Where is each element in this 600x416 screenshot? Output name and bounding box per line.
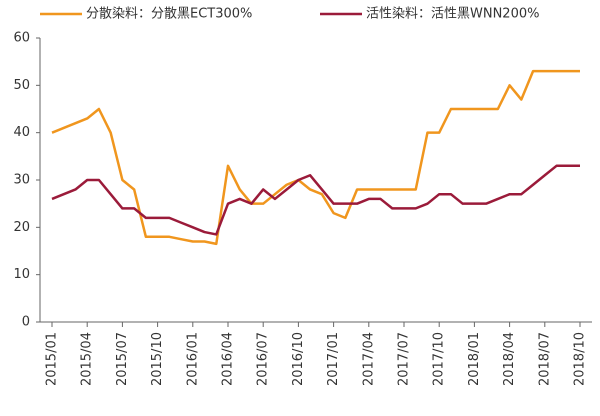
series-line	[51, 164, 580, 236]
x-tick-label: 2018/10	[573, 332, 588, 386]
x-tick-label: 2015/07	[115, 332, 130, 386]
series-line	[51, 69, 580, 246]
y-tick-label: 50	[13, 78, 30, 93]
x-tick-label: 2016/01	[185, 332, 200, 386]
x-tick-label: 2017/01	[326, 332, 341, 386]
x-tick-label: 2015/04	[80, 332, 95, 386]
x-tick-label: 2017/07	[397, 332, 412, 386]
x-tick-label: 2018/04	[502, 332, 517, 386]
y-tick-label: 60	[13, 31, 30, 46]
y-tick-label: 0	[22, 315, 30, 330]
x-tick-label: 2018/01	[467, 332, 482, 386]
y-tick-label: 20	[13, 220, 30, 235]
x-tick-label: 2015/01	[45, 332, 60, 386]
legend-label: 分散染料：分散黑ECT300%	[86, 7, 252, 22]
x-tick-label: 2017/04	[361, 332, 376, 386]
y-tick-label: 30	[13, 173, 30, 188]
y-tick-label: 10	[13, 267, 30, 282]
x-tick-label: 2016/10	[291, 332, 306, 386]
x-tick-label: 2016/07	[256, 332, 271, 386]
x-tick-label: 2016/04	[221, 332, 236, 386]
x-tick-label: 2017/10	[432, 332, 447, 386]
legend-label: 活性染料：活性黑WNN200%	[366, 7, 539, 22]
x-tick-label: 2015/10	[150, 332, 165, 386]
y-tick-label: 40	[13, 125, 30, 140]
x-tick-label: 2018/07	[537, 332, 552, 386]
